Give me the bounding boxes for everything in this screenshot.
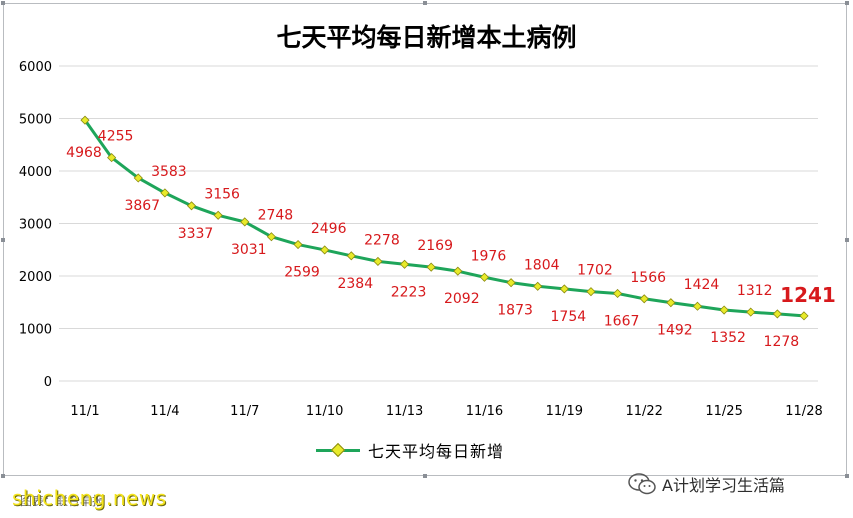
data-label: 1312 <box>737 283 773 299</box>
data-point-marker <box>186 201 197 211</box>
data-label: 1241 <box>780 283 836 307</box>
data-label: 3583 <box>151 164 187 180</box>
data-point-marker <box>479 272 490 282</box>
watermark: shicheng.news <box>12 486 167 510</box>
data-label: 1754 <box>551 309 587 325</box>
data-point-marker <box>613 288 623 299</box>
data-point-marker <box>266 232 276 242</box>
resize-handle-bottom-right[interactable] <box>845 474 849 478</box>
data-point-marker <box>719 305 729 315</box>
chart-frame <box>1 1 849 478</box>
resize-handle-bottom-left[interactable] <box>1 474 5 478</box>
data-label: 2599 <box>284 265 320 281</box>
x-tick-label: 11/4 <box>150 404 179 419</box>
data-label: 1667 <box>604 313 640 329</box>
data-label: 4255 <box>98 129 134 145</box>
resize-handle-left[interactable] <box>1 238 5 242</box>
resize-handle-top-right[interactable] <box>845 1 849 5</box>
data-point-marker <box>746 307 756 317</box>
y-tick-label: 3000 <box>19 218 52 233</box>
data-point-marker <box>426 262 436 272</box>
data-label: 3867 <box>124 198 160 214</box>
y-tick-label: 0 <box>44 375 52 390</box>
data-point-marker <box>506 278 516 288</box>
data-label: 1702 <box>577 263 613 279</box>
data-point-marker <box>586 287 596 297</box>
data-point-marker <box>107 153 117 163</box>
axis-layer: 0 1000 2000 3000 4000 5000 6000 11/1 11/4 11/7 11/… <box>19 60 823 419</box>
legend-line-swatch <box>316 439 360 461</box>
y-tick-label: 6000 <box>19 60 52 75</box>
data-point-marker <box>666 298 676 308</box>
resize-handle-bottom[interactable] <box>423 474 427 478</box>
data-point-marker <box>799 311 809 321</box>
x-tick-label: 11/25 <box>705 404 742 419</box>
data-label: 3156 <box>204 186 240 202</box>
data-label: 2223 <box>391 284 427 300</box>
resize-handle-top[interactable] <box>423 1 427 5</box>
data-point-marker <box>639 294 649 304</box>
label-layer: 4255 3867 3583 3337 3156 3031 2748 2599 2496 2384… <box>66 129 836 350</box>
resize-handle-right[interactable] <box>845 238 849 242</box>
y-tick-label: 2000 <box>19 270 52 285</box>
data-label: 2092 <box>444 291 480 307</box>
data-label: 1566 <box>630 270 666 286</box>
y-tick-label: 1000 <box>19 323 52 338</box>
x-tick-label: 11/19 <box>546 404 583 419</box>
data-point-marker <box>320 245 330 255</box>
data-point-marker <box>160 188 170 198</box>
data-point-marker <box>533 281 543 291</box>
data-point-marker <box>293 239 303 250</box>
data-label: 2748 <box>258 208 294 224</box>
chart-title: 七天平均每日新增本土病例 <box>276 23 577 52</box>
wechat-account-name: A计划学习生活篇 <box>662 476 785 495</box>
y-tick-label: 5000 <box>19 113 52 128</box>
data-point-marker <box>80 115 90 125</box>
x-tick-label: 11/7 <box>230 404 259 419</box>
wechat-icon <box>628 473 656 495</box>
marker-layer <box>80 115 809 321</box>
y-tick-label: 4000 <box>19 165 52 180</box>
data-label: 1278 <box>764 334 800 350</box>
chart-legend: 七天平均每日新增 <box>316 439 504 461</box>
wechat-account: A计划学习生活篇 <box>628 472 785 496</box>
data-point-marker <box>772 309 782 319</box>
data-label: 2278 <box>364 232 400 248</box>
data-point-marker <box>133 173 143 183</box>
x-tick-label: 11/13 <box>386 404 423 419</box>
x-tick-label: 11/1 <box>70 404 99 419</box>
data-label: 1492 <box>657 323 693 339</box>
resize-handle-top-left[interactable] <box>1 1 5 5</box>
data-point-marker <box>373 256 383 266</box>
data-label: 1976 <box>471 248 507 264</box>
data-label: 2496 <box>311 221 347 237</box>
data-label: 1873 <box>497 303 533 319</box>
x-tick-label: 11/22 <box>625 404 662 419</box>
grid-layer <box>59 65 818 382</box>
data-label: 3337 <box>178 226 214 242</box>
data-label: 1352 <box>710 330 746 346</box>
x-tick-label: 11/28 <box>785 404 822 419</box>
data-point-marker <box>559 284 569 294</box>
source-note: 图表：联合早报 <box>20 494 105 508</box>
data-label: 2384 <box>337 276 373 292</box>
series-line <box>83 118 806 318</box>
data-point-marker <box>453 266 463 276</box>
data-label: 1424 <box>684 277 720 293</box>
data-point-marker <box>213 210 223 220</box>
data-point-marker <box>346 251 356 261</box>
data-label: 2169 <box>417 238 453 254</box>
x-tick-label: 11/16 <box>466 404 503 419</box>
data-label: 1804 <box>524 257 560 273</box>
data-label: 4968 <box>66 145 102 161</box>
data-point-marker <box>240 217 250 227</box>
data-label: 3031 <box>231 242 267 258</box>
data-point-marker <box>399 259 410 269</box>
data-point-marker <box>692 301 703 311</box>
x-tick-label: 11/10 <box>306 404 343 419</box>
legend-label: 七天平均每日新增 <box>368 442 505 461</box>
